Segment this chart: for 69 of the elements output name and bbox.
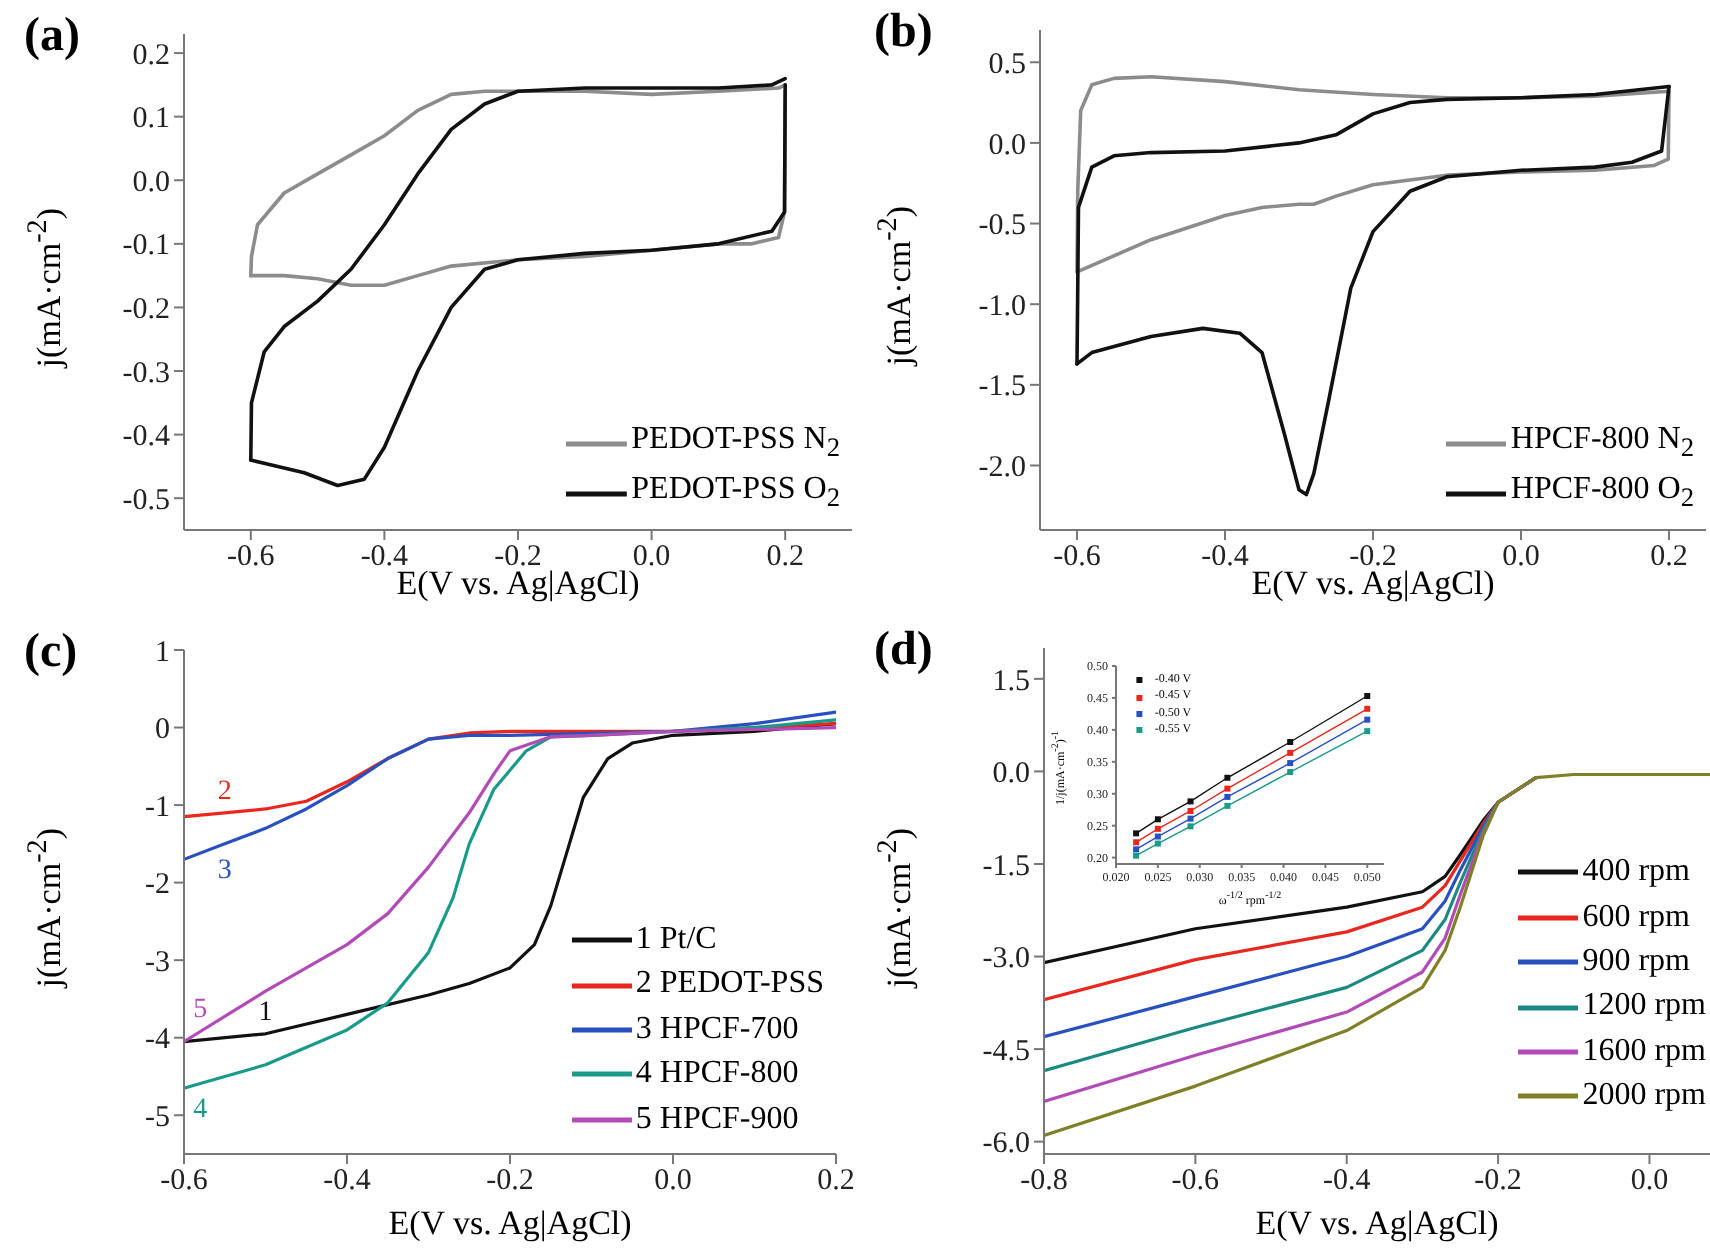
legend-label: 1200 rpm xyxy=(1582,986,1706,1027)
x-tick-label: -0.8 xyxy=(1020,1165,1068,1198)
y-tick-label: -0.1 xyxy=(122,230,170,263)
x-tick-label: -0.4 xyxy=(323,1165,372,1198)
annotation: 2 xyxy=(217,776,232,807)
x-tick-label: -0.6 xyxy=(160,1165,209,1198)
y-tick-label: -1.0 xyxy=(978,290,1026,323)
y-tick-label: -5 xyxy=(145,1101,170,1134)
chart-title: (d) xyxy=(874,624,933,678)
legend-label: 1 Pt/C xyxy=(635,920,717,961)
x-tick-label: 0.0 xyxy=(1502,541,1540,574)
legend-label: 4 HPCF-800 xyxy=(635,1054,799,1095)
y-tick-label: -2 xyxy=(145,869,170,902)
y-tick-label: -6.0 xyxy=(982,1128,1030,1161)
legend-label: PEDOT-PSS N$_{2}$ xyxy=(631,420,840,467)
legend-label: 400 rpm xyxy=(1582,852,1690,893)
y-tick-label: 0.0 xyxy=(132,166,170,199)
y-tick-label: 0.2 xyxy=(132,39,170,72)
x-tick-label: -0.4 xyxy=(1322,1165,1372,1198)
x-axis-title: E(V vs. Ag|AgCl) xyxy=(1253,1204,1501,1242)
x-tick-label: -0.6 xyxy=(1053,541,1102,574)
legend-label: 3 HPCF-700 xyxy=(635,1009,799,1050)
y-tick-label: -4.5 xyxy=(982,1035,1030,1068)
x-tick-label: 0.0 xyxy=(1630,1165,1669,1198)
chart-title: (c) xyxy=(24,626,78,680)
x-tick-label: -0.6 xyxy=(1171,1165,1221,1198)
y-tick-label: -0.2 xyxy=(122,294,170,327)
y-tick-label: -2.0 xyxy=(978,452,1026,485)
y-tick-label: -0.3 xyxy=(122,357,170,390)
legend-label: 900 rpm xyxy=(1582,941,1690,982)
x-tick-label: -0.6 xyxy=(227,541,276,574)
chart-title: (b) xyxy=(874,6,933,60)
y-tick-label: 0.5 xyxy=(988,48,1026,81)
y-tick-label: 1.5 xyxy=(992,665,1030,698)
legend-label: 2 PEDOT-PSS xyxy=(635,964,824,1005)
y-tick-label: 0.1 xyxy=(132,103,170,136)
y-tick-label: -3.0 xyxy=(982,943,1030,976)
legend-label: HPCF-800 N$_{2}$ xyxy=(1510,420,1694,467)
annotation: 3 xyxy=(217,855,232,886)
legend-label: HPCF-800 O$_{2}$ xyxy=(1510,470,1694,517)
x-tick-label: 0.2 xyxy=(817,1165,855,1198)
legend-label: 600 rpm xyxy=(1582,897,1690,938)
y-tick-label: 1 xyxy=(155,636,170,669)
x-tick-label: -0.4 xyxy=(1201,541,1250,574)
y-tick-label: -0.5 xyxy=(122,484,170,517)
y-tick-label: -3 xyxy=(145,946,170,979)
x-tick-label: 0.0 xyxy=(654,1165,692,1198)
y-tick-label: -1.5 xyxy=(982,850,1030,883)
x-tick-label: -0.2 xyxy=(1474,1165,1522,1198)
annotation: 1 xyxy=(258,997,273,1028)
y-tick-label: -0.4 xyxy=(122,421,171,454)
chart-title: (a) xyxy=(24,10,80,64)
y-tick-label: 0.0 xyxy=(992,758,1030,791)
y-tick-label: 0 xyxy=(155,714,170,747)
x-axis-title: E(V vs. Ag|AgCl) xyxy=(386,1204,634,1242)
legend-label: PEDOT-PSS O$_{2}$ xyxy=(631,470,840,517)
y-tick-label: -1 xyxy=(145,791,170,824)
legend-label: 1600 rpm xyxy=(1582,1031,1706,1072)
y-tick-label: -0.5 xyxy=(978,210,1026,243)
legend-label: 5 HPCF-900 xyxy=(635,1099,799,1140)
annotation: 4 xyxy=(193,1095,208,1126)
x-tick-label: 0.2 xyxy=(766,541,804,574)
y-tick-label: -1.5 xyxy=(978,371,1026,404)
x-tick-label: -0.2 xyxy=(486,1165,534,1198)
y-tick-label: 0.0 xyxy=(988,129,1026,162)
y-tick-label: -4 xyxy=(145,1024,171,1057)
legend-label: 2000 rpm xyxy=(1582,1076,1706,1117)
annotation: 5 xyxy=(193,995,208,1026)
x-tick-label: 0.2 xyxy=(1650,541,1688,574)
